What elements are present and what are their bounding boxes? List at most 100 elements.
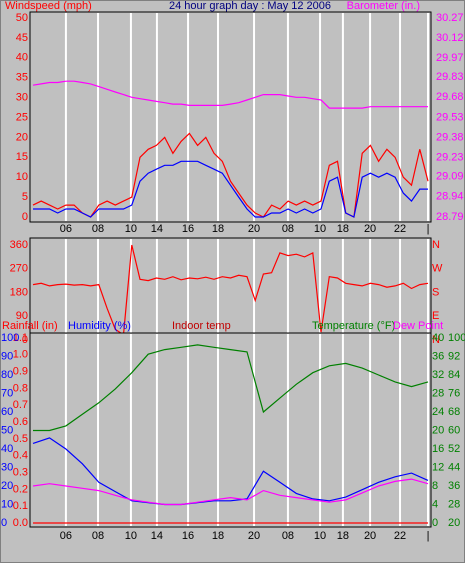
y-tick-label: 270: [10, 263, 28, 275]
y-tick-label: 36: [448, 480, 460, 492]
axis-label: Indoor temp: [172, 320, 231, 332]
y-tick-label: 30.27: [436, 12, 464, 24]
x-tick-label: 20: [364, 530, 376, 542]
y-tick-label: 0.7: [13, 399, 28, 411]
y-tick-label: 20: [432, 424, 444, 436]
y-tick-label: 25: [16, 111, 28, 123]
plot-area: [29, 11, 432, 223]
x-tick-label: 10: [125, 530, 137, 542]
y-tick-label: 60: [448, 424, 460, 436]
y-tick-label: 30: [1, 461, 13, 473]
x-tick-label: 10: [314, 223, 326, 235]
x-tick-label: 08: [92, 530, 104, 542]
x-tick-label: 18: [337, 223, 349, 235]
x-tick-label: 20: [248, 530, 260, 542]
x-tick-label: 20: [248, 223, 260, 235]
y-tick-label: 30.12: [436, 32, 464, 44]
y-tick-label: 76: [448, 387, 460, 399]
y-tick-label: 28.94: [436, 191, 464, 203]
y-tick-label: 28.79: [436, 211, 464, 223]
y-tick-label: 0: [22, 211, 28, 223]
x-tick-label: 08: [92, 223, 104, 235]
x-tick-label: 06: [60, 530, 72, 542]
y-tick-label: 29.53: [436, 111, 464, 123]
y-tick-label: 4: [432, 498, 438, 510]
x-tick-label: 08: [282, 530, 294, 542]
y-tick-label: E: [432, 310, 439, 322]
y-tick-label: 24: [432, 406, 444, 418]
y-tick-label: 16: [432, 443, 444, 455]
y-tick-label: 0.8: [13, 382, 28, 394]
y-tick-label: 0.1: [13, 500, 28, 512]
axis-label: Rainfall (in): [2, 320, 58, 332]
y-tick-label: 1.1: [13, 332, 28, 344]
y-tick-label: 360: [10, 239, 28, 251]
y-tick-label: 20: [448, 517, 460, 529]
y-tick-label: 29.23: [436, 152, 464, 164]
plot-area: [29, 237, 432, 346]
x-tick-label: 10: [314, 530, 326, 542]
y-tick-label: 40: [1, 443, 13, 455]
series-line: [32, 80, 428, 109]
y-tick-label: 1.0: [13, 349, 28, 361]
y-tick-label: 0.3: [13, 466, 28, 478]
y-tick-label: 0.2: [13, 483, 28, 495]
x-tick-label: 08: [282, 223, 294, 235]
y-tick-label: 36: [432, 350, 444, 362]
y-tick-label: 52: [448, 443, 460, 455]
y-tick-label: 0.6: [13, 416, 28, 428]
y-tick-label: 60: [1, 406, 13, 418]
y-tick-label: 28: [432, 387, 444, 399]
x-tick-label: 18: [212, 223, 224, 235]
axis-label: Windspeed (mph): [5, 0, 92, 12]
y-tick-label: 84: [448, 369, 460, 381]
y-tick-label: 0: [432, 517, 438, 529]
y-tick-label: N: [432, 334, 440, 346]
y-tick-label: 0.9: [13, 366, 28, 378]
x-tick-label: 22: [394, 530, 406, 542]
x-tick-label: 20: [364, 223, 376, 235]
y-tick-label: 29.97: [436, 52, 464, 64]
y-tick-label: 100: [448, 332, 465, 344]
y-tick-label: 40: [432, 332, 444, 344]
x-tick-label: |: [427, 223, 430, 235]
x-tick-label: 22: [394, 223, 406, 235]
axis-label: Humidity (%): [68, 320, 131, 332]
y-tick-label: 32: [432, 369, 444, 381]
y-tick-label: N: [432, 239, 440, 251]
axis-label: Temperature (°F): [312, 320, 395, 332]
y-tick-label: 100: [1, 332, 19, 344]
y-tick-label: 20: [1, 480, 13, 492]
y-tick-label: 180: [10, 286, 28, 298]
x-tick-label: 06: [60, 223, 72, 235]
x-tick-label: 16: [182, 223, 194, 235]
axis-label: Dew Point: [393, 320, 443, 332]
y-tick-label: 45: [16, 32, 28, 44]
series-line: [32, 437, 429, 506]
x-tick-label: 16: [182, 530, 194, 542]
y-tick-label: 90: [16, 310, 28, 322]
y-tick-label: 90: [1, 350, 13, 362]
y-tick-label: 8: [432, 480, 438, 492]
y-tick-label: 10: [1, 498, 13, 510]
y-tick-label: 28: [448, 498, 460, 510]
y-tick-label: 40: [16, 52, 28, 64]
y-tick-label: 10: [16, 171, 28, 183]
y-tick-label: 0: [22, 334, 28, 346]
y-tick-label: 0: [1, 517, 7, 529]
y-tick-label: 29.09: [436, 171, 464, 183]
y-tick-label: 29.83: [436, 71, 464, 83]
y-tick-label: 0.4: [13, 450, 28, 462]
y-tick-label: 29.68: [436, 91, 464, 103]
y-tick-label: 12: [432, 461, 444, 473]
series-line: [33, 160, 428, 218]
y-tick-label: W: [432, 263, 443, 275]
series-line: [32, 132, 429, 218]
x-tick-label: 18: [337, 530, 349, 542]
y-tick-label: 44: [448, 461, 460, 473]
plot-area: [29, 332, 432, 528]
x-tick-label: |: [427, 530, 430, 542]
y-tick-label: 50: [16, 12, 28, 24]
y-tick-label: 30: [16, 92, 28, 104]
